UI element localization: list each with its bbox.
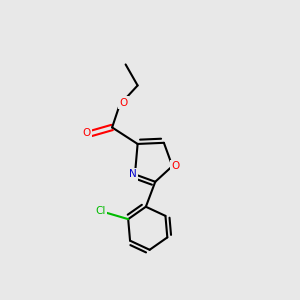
Text: Cl: Cl bbox=[95, 206, 106, 216]
Text: O: O bbox=[82, 128, 91, 139]
Text: O: O bbox=[172, 161, 180, 171]
Text: N: N bbox=[129, 169, 136, 179]
Text: O: O bbox=[119, 98, 127, 108]
